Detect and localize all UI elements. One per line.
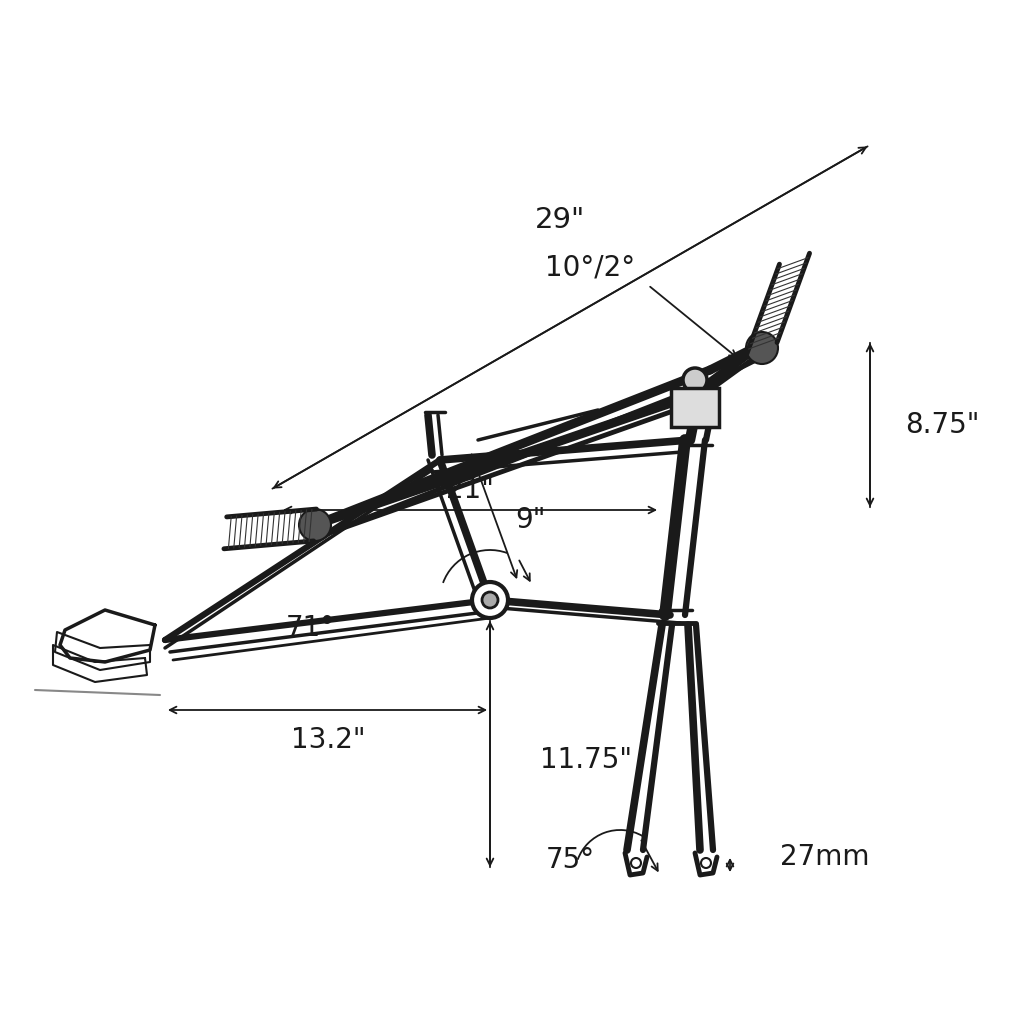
Circle shape [746, 332, 778, 364]
Text: 21": 21" [446, 476, 494, 504]
Text: 29": 29" [535, 206, 585, 234]
Text: 13.2": 13.2" [291, 726, 366, 754]
Circle shape [701, 858, 711, 868]
Circle shape [683, 368, 707, 392]
Circle shape [472, 582, 508, 618]
Circle shape [482, 592, 498, 608]
Text: 9": 9" [515, 506, 545, 534]
Text: 75°: 75° [546, 846, 595, 874]
Text: 10°/2°: 10°/2° [545, 253, 635, 281]
Circle shape [631, 858, 641, 868]
Text: 71°: 71° [286, 614, 335, 642]
FancyBboxPatch shape [671, 388, 719, 427]
Text: 11.75": 11.75" [540, 746, 632, 774]
Text: 8.75": 8.75" [905, 411, 979, 439]
Circle shape [299, 509, 331, 541]
Text: 27mm: 27mm [780, 843, 869, 871]
